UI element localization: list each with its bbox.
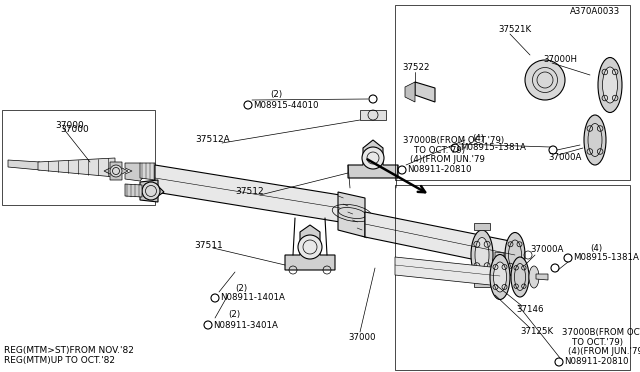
Polygon shape [38, 158, 115, 177]
Polygon shape [125, 163, 145, 181]
Polygon shape [140, 163, 155, 180]
Ellipse shape [493, 262, 506, 292]
Text: A370A0033: A370A0033 [570, 7, 620, 16]
Text: (4): (4) [590, 244, 602, 253]
Text: REG(MTM>ST)FROM NOV.'82: REG(MTM>ST)FROM NOV.'82 [4, 346, 134, 355]
Text: 37125K: 37125K [520, 327, 553, 337]
Polygon shape [338, 192, 365, 237]
Text: 37522: 37522 [402, 64, 429, 73]
Text: M08915-1381A: M08915-1381A [573, 253, 639, 263]
Ellipse shape [584, 115, 606, 165]
Polygon shape [104, 162, 128, 180]
Polygon shape [495, 252, 504, 259]
Text: TO OCT.'79): TO OCT.'79) [572, 337, 623, 346]
Text: 37000: 37000 [348, 334, 376, 343]
Text: 37000A: 37000A [530, 246, 563, 254]
Text: 37000: 37000 [55, 121, 84, 129]
Text: N08911-20810: N08911-20810 [564, 357, 628, 366]
Polygon shape [140, 180, 164, 202]
Ellipse shape [505, 232, 525, 278]
Text: (4)(FROM JUN.'79: (4)(FROM JUN.'79 [568, 347, 640, 356]
Ellipse shape [475, 237, 489, 273]
Text: REG(MTM)UP TO OCT.'82: REG(MTM)UP TO OCT.'82 [4, 356, 115, 365]
Polygon shape [8, 160, 40, 170]
Text: 37512: 37512 [235, 187, 264, 196]
Text: M08915-44010: M08915-44010 [253, 100, 319, 109]
Polygon shape [536, 274, 548, 280]
Polygon shape [395, 257, 500, 286]
Text: (2): (2) [228, 311, 240, 320]
Ellipse shape [490, 254, 510, 299]
Polygon shape [415, 82, 435, 102]
Polygon shape [348, 140, 398, 178]
Text: (2): (2) [270, 90, 282, 99]
Text: (4): (4) [472, 134, 484, 142]
Circle shape [298, 235, 322, 259]
Polygon shape [125, 184, 142, 197]
Text: N08911-3401A: N08911-3401A [213, 321, 278, 330]
Polygon shape [155, 165, 340, 222]
Text: 37146: 37146 [516, 305, 543, 314]
Polygon shape [285, 225, 335, 270]
Text: N08911-20810: N08911-20810 [407, 166, 472, 174]
Ellipse shape [602, 67, 618, 103]
Text: 37000B(FROM OCT.'79): 37000B(FROM OCT.'79) [562, 327, 640, 337]
Text: 37000B(FROM OCT.'79): 37000B(FROM OCT.'79) [403, 135, 504, 144]
Text: 37000: 37000 [60, 125, 89, 135]
Polygon shape [365, 212, 515, 268]
Circle shape [110, 165, 122, 177]
Text: 37511: 37511 [194, 241, 223, 250]
Text: TO OCT.'79): TO OCT.'79) [414, 145, 465, 154]
Text: 37521K: 37521K [498, 26, 531, 35]
Circle shape [362, 147, 384, 169]
Ellipse shape [598, 58, 622, 112]
Text: (4)(FROM JUN.'79: (4)(FROM JUN.'79 [410, 155, 485, 164]
Text: 37512A: 37512A [195, 135, 230, 144]
Text: M08915-1381A: M08915-1381A [460, 144, 526, 153]
Circle shape [142, 182, 160, 200]
Ellipse shape [525, 60, 565, 100]
Polygon shape [360, 110, 386, 120]
Text: 37000A: 37000A [548, 154, 581, 163]
Ellipse shape [471, 230, 493, 280]
Polygon shape [405, 82, 415, 102]
Ellipse shape [511, 257, 529, 297]
Polygon shape [474, 280, 490, 287]
Ellipse shape [529, 266, 539, 288]
Text: 37000H: 37000H [543, 55, 577, 64]
Polygon shape [474, 223, 490, 230]
Text: (2): (2) [235, 283, 247, 292]
Text: N08911-1401A: N08911-1401A [220, 294, 285, 302]
